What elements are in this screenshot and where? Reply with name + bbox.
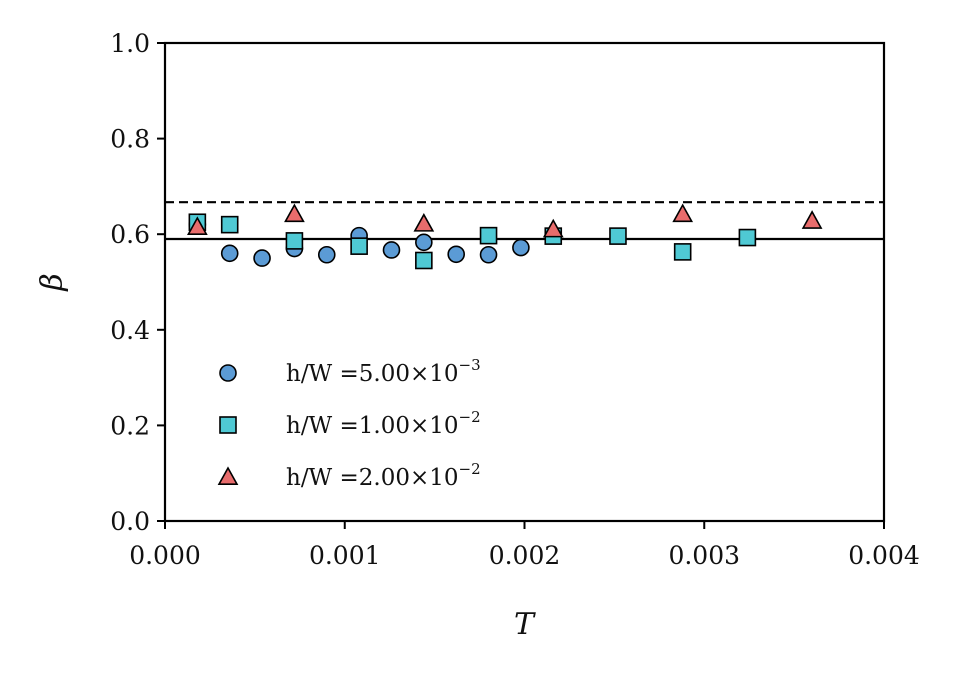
plot-layer bbox=[165, 201, 884, 270]
legend-marker-circle bbox=[219, 364, 237, 382]
data-point-square bbox=[350, 237, 368, 255]
x-axis-label: T bbox=[514, 607, 536, 642]
y-tick-label: 0.4 bbox=[110, 316, 150, 345]
legend-label: h/W =1.00×10−2 bbox=[286, 408, 481, 439]
data-point-triangle bbox=[186, 216, 208, 236]
legend-label-exponent: −2 bbox=[459, 408, 481, 426]
data-point-circle bbox=[382, 241, 401, 259]
y-tick-label: 0.6 bbox=[110, 220, 150, 249]
legend-label: h/W =2.00×10−2 bbox=[286, 460, 481, 491]
series-square bbox=[188, 213, 757, 270]
y-tick-label: 0.8 bbox=[110, 125, 150, 154]
legend-label-exponent: −2 bbox=[459, 460, 481, 478]
data-point-circle bbox=[253, 249, 271, 267]
legend-entry: h/W =1.00×10−2 bbox=[219, 408, 481, 439]
legend-marker-square bbox=[219, 416, 237, 434]
legend-label-main: h/W =1.00×10 bbox=[286, 413, 459, 439]
legend-label-exponent: −3 bbox=[459, 356, 481, 374]
y-tick-label: 0.2 bbox=[110, 411, 150, 440]
data-point-square bbox=[285, 232, 304, 250]
y-axis-label: β bbox=[35, 273, 70, 291]
data-point-circle bbox=[479, 245, 498, 264]
legend-entry: h/W =5.00×10−3 bbox=[219, 356, 481, 387]
data-point-triangle bbox=[672, 203, 694, 223]
legend: h/W =5.00×10−3h/W =1.00×10−2h/W =2.00×10… bbox=[217, 356, 481, 491]
axes-layer: 0.000 0.001 0.002 0.003 0.004 0.0 0.2 0.4 0.6 0.8… bbox=[110, 29, 920, 570]
data-point-circle bbox=[220, 244, 239, 263]
legend-marker-triangle bbox=[217, 466, 239, 486]
plot-frame bbox=[163, 41, 886, 523]
data-point-triangle bbox=[801, 210, 823, 229]
legend-entry: h/W =2.00×10−2 bbox=[217, 460, 481, 491]
y-tick-label: 0.0 bbox=[110, 507, 150, 536]
x-tick-label: 0.000 bbox=[129, 541, 201, 570]
data-point-square bbox=[609, 227, 627, 245]
data-point-square bbox=[738, 228, 757, 247]
legend-label-main: h/W =5.00×10 bbox=[286, 361, 459, 387]
legend-label: h/W =5.00×10−3 bbox=[286, 356, 481, 387]
x-tick-label: 0.003 bbox=[668, 541, 740, 570]
data-point-circle bbox=[512, 238, 530, 257]
data-point-circle bbox=[317, 245, 336, 264]
data-point-circle bbox=[447, 245, 465, 264]
x-tick-label: 0.004 bbox=[848, 541, 920, 570]
data-point-square bbox=[673, 243, 692, 261]
data-point-circle bbox=[415, 233, 433, 252]
data-point-square bbox=[479, 226, 498, 245]
data-point-triangle bbox=[284, 203, 305, 223]
data-point-triangle bbox=[542, 218, 564, 238]
series-triangle bbox=[186, 203, 823, 238]
data-point-square bbox=[415, 251, 433, 270]
data-point-triangle bbox=[413, 213, 435, 232]
x-tick-label: 0.001 bbox=[309, 541, 381, 570]
legend-label-main: h/W =2.00×10 bbox=[286, 465, 459, 491]
x-tick-label: 0.002 bbox=[489, 541, 561, 570]
y-tick-label: 1.0 bbox=[110, 29, 150, 58]
data-point-square bbox=[220, 215, 239, 234]
